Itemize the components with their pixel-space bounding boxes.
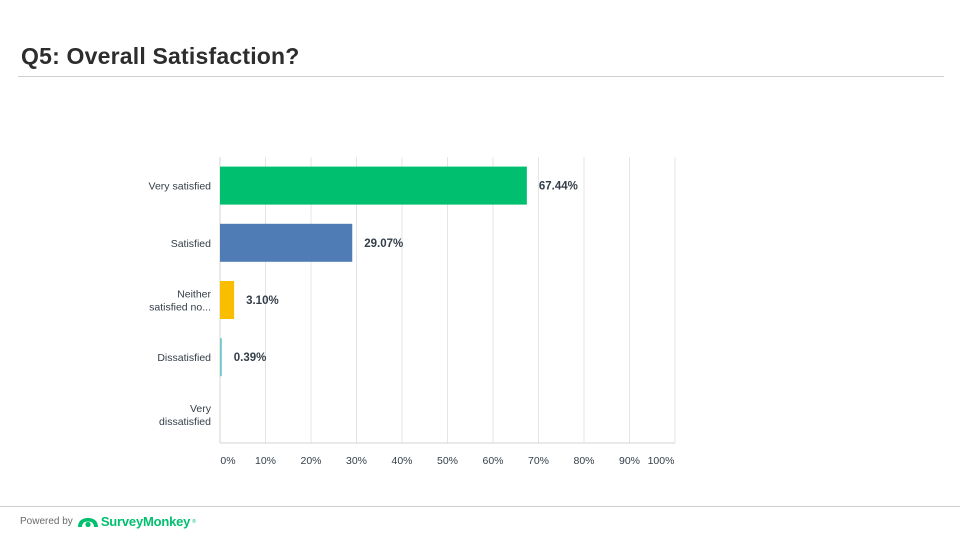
surveymonkey-wordmark: SurveyMonkey — [100, 514, 191, 529]
x-tick-label: 50% — [437, 455, 458, 467]
slide-title: Q5: Overall Satisfaction? — [21, 43, 300, 69]
category-label: Dissatisfied — [157, 352, 211, 364]
brand-registered-mark: ® — [192, 518, 196, 525]
data-label: 0.39% — [234, 352, 267, 364]
x-tick-label: 40% — [391, 455, 412, 467]
bar-2 — [220, 281, 235, 319]
x-tick-label: 80% — [573, 455, 594, 467]
data-label: 29.07% — [364, 238, 403, 250]
bar-0 — [220, 166, 527, 205]
bar-3 — [220, 338, 222, 377]
title-divider — [18, 76, 944, 77]
footer-divider — [0, 506, 960, 507]
category-label: Very satisfied — [149, 181, 212, 193]
surveymonkey-logo-icon — [77, 517, 98, 527]
x-tick-label: 60% — [482, 455, 503, 467]
category-label: Very — [190, 403, 212, 415]
x-tick-label: 30% — [346, 455, 367, 467]
powered-by-label: Powered by — [20, 516, 73, 527]
category-label: dissatisfied — [159, 416, 211, 428]
x-tick-label: 20% — [300, 455, 321, 467]
footer: Powered by SurveyMonkey ® — [20, 514, 196, 529]
x-tick-label: 100% — [648, 455, 675, 467]
x-tick-label: 10% — [255, 455, 276, 467]
x-tick-label: 0% — [220, 455, 235, 467]
category-label: Satisfied — [171, 238, 211, 250]
category-label: Neither — [177, 289, 211, 301]
x-tick-label: 70% — [528, 455, 549, 467]
data-label: 67.44% — [539, 181, 578, 193]
surveymonkey-logo[interactable]: SurveyMonkey ® — [77, 514, 196, 529]
category-label: satisfied no... — [149, 302, 211, 314]
x-tick-label: 90% — [619, 455, 640, 467]
bar-1 — [220, 223, 353, 262]
data-label: 3.10% — [246, 295, 279, 307]
